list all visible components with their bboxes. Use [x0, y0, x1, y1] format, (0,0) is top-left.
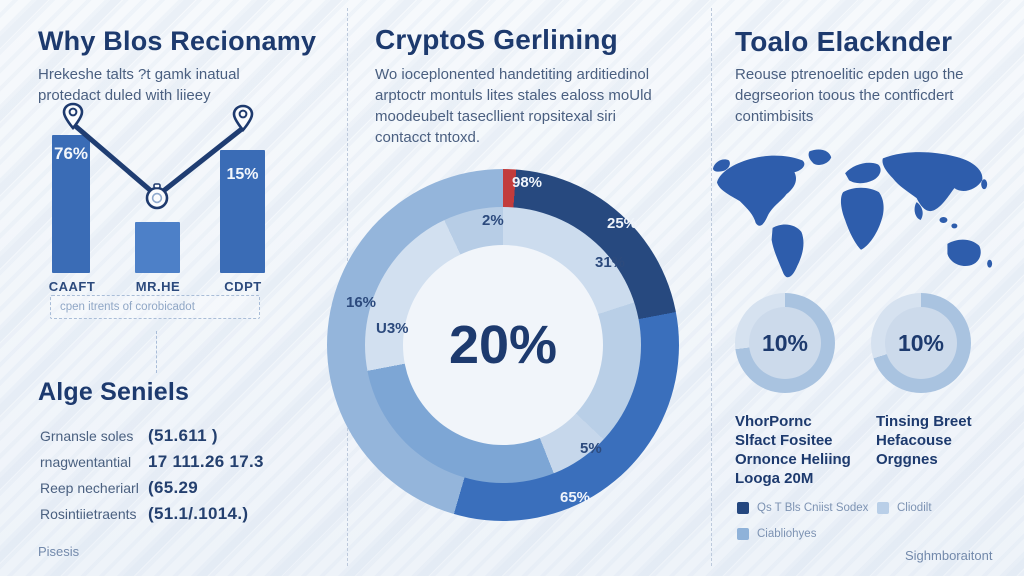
donut-chart: 20% — [327, 169, 679, 521]
bar-cdpt: 15% — [220, 150, 265, 273]
gauge-chart-2: 10% — [871, 293, 971, 393]
legend-swatch — [737, 502, 749, 514]
bar-chart-note: cpen itrents of corobicadot — [50, 295, 260, 319]
right-footnote: Sighmboraitont — [905, 548, 993, 563]
stat-row-value: (51.611 ) — [148, 426, 218, 445]
stat-row-value: (65.29 — [148, 478, 199, 497]
location-pin-icon — [62, 102, 84, 130]
stat-row-value: (51.1/.1014.) — [148, 504, 249, 523]
donut-segment-label: 16% — [346, 294, 377, 311]
left-panel-title: Why Blos Recionamy — [38, 26, 317, 56]
stat-row-value: 17 111.26 17.3 — [148, 452, 264, 471]
legend-label: Qs T Bls Cniist Sodex — [757, 502, 869, 514]
donut-center-value: 20% — [448, 315, 558, 375]
gauge-1-value: 10% — [749, 307, 821, 379]
legend-swatch — [877, 502, 889, 514]
donut-segment-label: 25% — [607, 215, 638, 232]
legend-swatch — [737, 528, 749, 540]
stat-row-label: rnagwentantial — [40, 454, 132, 470]
bar-mrhe — [135, 222, 180, 273]
donut-segment-label: 5% — [580, 440, 602, 457]
bar-cdpt-value: 15% — [226, 166, 259, 183]
gauge-chart-1: 10% — [735, 293, 835, 393]
middle-panel-title: CryptoS Gerlining — [375, 24, 618, 55]
donut-segment-label: U3% — [376, 320, 409, 337]
right-panel-title: Toalo Elacknder — [735, 26, 953, 57]
donut-segment-label: 98% — [512, 174, 543, 191]
bar-cdpt-label: CDPT — [224, 279, 262, 294]
pin-connector-line — [62, 102, 254, 210]
world-map — [713, 149, 993, 278]
legend-item: Cliodilt — [877, 502, 932, 514]
legend-item: Ciabliohyes — [737, 528, 816, 540]
bar-caaft: 76% — [52, 135, 90, 273]
left-footnote: Pisesis — [38, 544, 80, 559]
stat-row-label: Grnansle soles — [40, 428, 134, 444]
donut-inner-ring: 20% — [365, 207, 641, 483]
stat-row-label: Rosintiietraents — [40, 506, 137, 522]
location-pin-icon — [232, 104, 254, 132]
donut-segment-label: 2% — [482, 212, 504, 229]
donut-segment-label: 31% — [595, 254, 626, 271]
panel-divider-right — [711, 8, 712, 566]
note-connector-dash — [156, 331, 157, 373]
stat-row-label: Reep necheriarl — [40, 480, 139, 496]
bar-caaft-value: 76% — [53, 144, 89, 163]
left-panel-subtitle: Hrekeshe talts ?t gamk inatual protedact… — [38, 66, 240, 104]
legend-label: Ciabliohyes — [757, 528, 817, 540]
legend-item: Qs T Bls Cniist Sodex — [737, 502, 868, 514]
donut-segment-label: 65% — [560, 489, 591, 506]
gauge-2-caption: Tinsing Breet Hefacouse Orggnes — [876, 413, 972, 468]
stats-section-title: Alge Seniels — [38, 378, 190, 406]
bar-mrhe-label: MR.HE — [135, 279, 181, 294]
bar-chart: 76% 15% — [0, 0, 320, 273]
gauge-2-value: 10% — [885, 307, 957, 379]
middle-panel-subtitle: Wo ioceplonented handetiting arditiedino… — [375, 66, 652, 146]
gauge-1-caption: VhorPornc Slfact Fositee Ornonce Heliing… — [735, 413, 851, 487]
bar-caaft-label: CAAFT — [48, 279, 96, 294]
marker-circle-icon — [145, 183, 169, 210]
legend-label: Cliodilt — [897, 502, 932, 514]
donut-hole: 20% — [403, 245, 603, 445]
right-panel-subtitle: Reouse ptrenoelitic epden ugo the degrse… — [735, 66, 964, 125]
